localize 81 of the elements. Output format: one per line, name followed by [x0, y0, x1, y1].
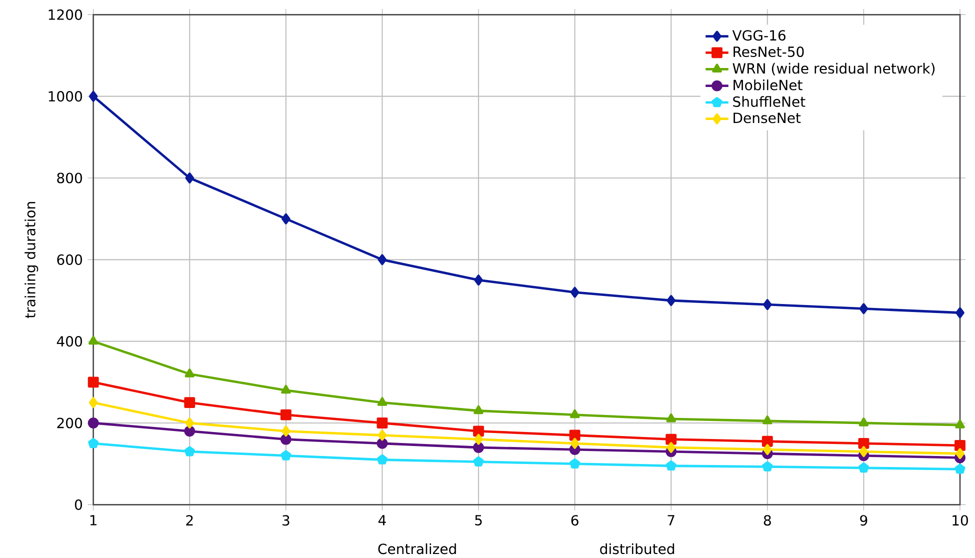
point	[762, 461, 773, 472]
point	[954, 464, 966, 474]
point	[184, 368, 195, 378]
point	[280, 409, 292, 420]
point	[666, 295, 676, 306]
point	[184, 446, 195, 456]
x-tick-label: 9	[860, 515, 868, 526]
point	[569, 430, 580, 441]
point	[954, 440, 966, 451]
point	[473, 442, 484, 453]
point	[88, 438, 99, 448]
point	[377, 397, 388, 406]
point	[570, 286, 580, 298]
point	[762, 436, 773, 447]
point	[378, 254, 387, 266]
point	[474, 405, 484, 414]
point	[378, 430, 387, 441]
point	[282, 426, 290, 437]
y-tick-label: 1000	[48, 91, 82, 102]
point	[185, 418, 194, 428]
x-tick-label: 3	[282, 515, 290, 526]
x-tick-label: 8	[764, 515, 771, 526]
point	[858, 438, 870, 449]
legend-label: ShuffleNet	[733, 96, 806, 107]
point	[88, 418, 99, 428]
point	[474, 274, 483, 286]
y-tick-label: 800	[57, 172, 82, 184]
point	[185, 172, 194, 184]
point	[280, 450, 292, 460]
point	[88, 90, 98, 102]
y-tick-label: 0	[74, 499, 82, 510]
point	[762, 415, 772, 424]
point	[473, 426, 484, 437]
point	[184, 397, 196, 408]
y-tick-label: 400	[56, 336, 82, 347]
x-tick-label: 2	[186, 515, 193, 526]
legend-label: MobileNet	[734, 80, 802, 90]
point	[955, 420, 965, 428]
point	[282, 213, 290, 224]
point	[570, 458, 580, 468]
point	[666, 413, 676, 422]
point	[666, 460, 676, 471]
y-tick-label: 200	[57, 418, 82, 428]
point	[474, 434, 483, 445]
point	[88, 397, 98, 408]
point	[376, 454, 388, 464]
point	[570, 409, 580, 418]
legend-label: VGG-16	[732, 30, 786, 41]
point	[763, 299, 772, 310]
point	[666, 434, 677, 445]
x-tick-label: 5	[475, 515, 482, 526]
point	[763, 444, 772, 456]
y-tick-label: 600	[57, 254, 82, 265]
y-tick-label: 1200	[48, 9, 82, 20]
point	[280, 434, 292, 445]
legend-label: DenseNet	[734, 112, 801, 124]
point	[666, 442, 676, 453]
x-tick-label: 10	[952, 515, 968, 526]
point	[88, 376, 99, 388]
y-axis-title: training duration	[24, 202, 38, 318]
point	[858, 418, 869, 426]
point	[570, 438, 580, 449]
text: Centralized	[378, 543, 456, 554]
x-tick-label: 6	[571, 515, 578, 526]
point	[376, 438, 388, 449]
x-tick-label: 1	[90, 515, 96, 526]
legend-label: ResNet-50	[734, 46, 804, 58]
point	[88, 336, 98, 345]
legend-label: WRN (wide residual network)	[732, 62, 935, 76]
point	[184, 426, 196, 437]
point	[956, 448, 964, 460]
point	[376, 418, 388, 428]
text: distributed	[600, 543, 674, 554]
x-tick-label: 7	[668, 515, 674, 526]
point	[956, 307, 964, 318]
point	[281, 384, 291, 394]
point	[859, 446, 868, 458]
x-tick-label: 4	[378, 515, 386, 526]
point	[858, 462, 869, 473]
point	[859, 303, 868, 314]
point	[473, 456, 484, 466]
